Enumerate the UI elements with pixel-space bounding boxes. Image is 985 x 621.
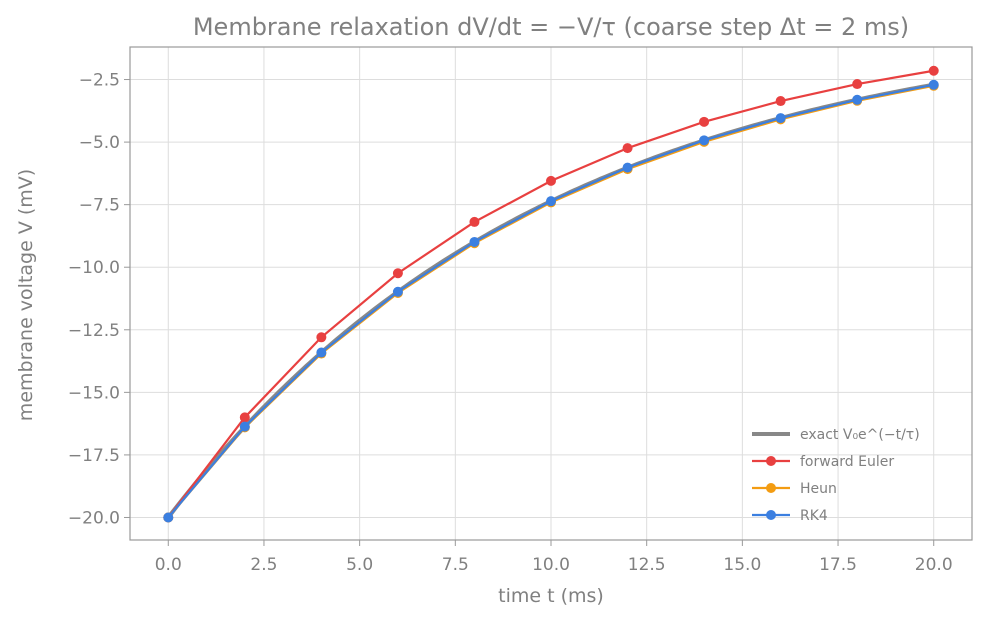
x-tick-label: 15.0 bbox=[723, 555, 761, 575]
legend-label: RK4 bbox=[800, 508, 828, 524]
forward-euler-point bbox=[622, 143, 633, 154]
forward-euler-point bbox=[775, 96, 786, 107]
forward-euler-point bbox=[852, 79, 863, 90]
legend-label: Heun bbox=[800, 481, 837, 497]
series-layer bbox=[163, 65, 939, 523]
legend-entry: exact V₀e^(−t/τ) bbox=[752, 427, 920, 443]
y-tick-label: −17.5 bbox=[68, 446, 120, 466]
chart-title: Membrane relaxation dV/dt = −V/τ (coarse… bbox=[193, 13, 909, 41]
series-rk4 bbox=[163, 79, 939, 523]
legend-swatch-marker bbox=[766, 483, 776, 493]
rk4-point bbox=[546, 196, 556, 207]
legend-label: exact V₀e^(−t/τ) bbox=[800, 427, 920, 443]
rk4-point bbox=[852, 94, 863, 105]
x-tick-label: 0.0 bbox=[155, 555, 182, 575]
x-axis-label: time t (ms) bbox=[498, 585, 604, 607]
forward-euler-point bbox=[469, 216, 480, 227]
forward-euler-point bbox=[546, 175, 556, 186]
rk4-point bbox=[163, 512, 174, 523]
rk4-point bbox=[392, 286, 403, 297]
legend-label: forward Euler bbox=[800, 454, 894, 470]
y-tick-label: −20.0 bbox=[68, 508, 120, 528]
rk4-point bbox=[316, 347, 327, 358]
x-tick-label: 7.5 bbox=[442, 555, 469, 575]
x-tick-label: 10.0 bbox=[532, 555, 570, 575]
x-tick-label: 17.5 bbox=[819, 555, 857, 575]
x-tick-label: 12.5 bbox=[628, 555, 666, 575]
grid-lines bbox=[130, 47, 972, 540]
y-tick-label: −2.5 bbox=[79, 71, 120, 91]
y-axis-label: membrane voltage V (mV) bbox=[15, 169, 37, 421]
rk4-point bbox=[699, 135, 710, 146]
forward-euler-point bbox=[392, 268, 403, 279]
forward-euler-point bbox=[316, 332, 327, 343]
rk4-point bbox=[775, 113, 786, 124]
legend-swatch-marker bbox=[766, 456, 776, 466]
legend-entry: RK4 bbox=[752, 508, 828, 524]
y-tick-label: −10.0 bbox=[68, 258, 120, 278]
y-tick-label: −5.0 bbox=[79, 133, 120, 153]
forward-euler-point bbox=[239, 412, 250, 423]
forward-euler-point bbox=[699, 116, 710, 127]
rk4-point bbox=[239, 421, 250, 432]
y-tick-label: −15.0 bbox=[68, 383, 120, 403]
x-ticks: 0.0 2.5 5.0 7.5 10.0 12.5 15.0 17.5 20.0 bbox=[155, 540, 953, 575]
x-tick-label: 2.5 bbox=[250, 555, 277, 575]
y-tick-label: −7.5 bbox=[79, 196, 120, 216]
legend-entry: Heun bbox=[752, 481, 837, 497]
rk4-point bbox=[928, 79, 939, 90]
rk4-point bbox=[622, 162, 633, 173]
legend: exact V₀e^(−t/τ) forward Euler Heun RK4 bbox=[752, 427, 920, 524]
legend-entry: forward Euler bbox=[752, 454, 894, 470]
forward-euler-point bbox=[928, 65, 939, 76]
rk4-point bbox=[469, 236, 480, 247]
y-ticks: −20.0 −17.5 −15.0 −12.5 −10.0 −7.5 −5.0 −2.5 bbox=[68, 71, 130, 528]
legend-swatch-marker bbox=[766, 510, 776, 520]
x-tick-label: 20.0 bbox=[915, 555, 953, 575]
y-tick-label: −12.5 bbox=[68, 321, 120, 341]
x-tick-label: 5.0 bbox=[346, 555, 373, 575]
